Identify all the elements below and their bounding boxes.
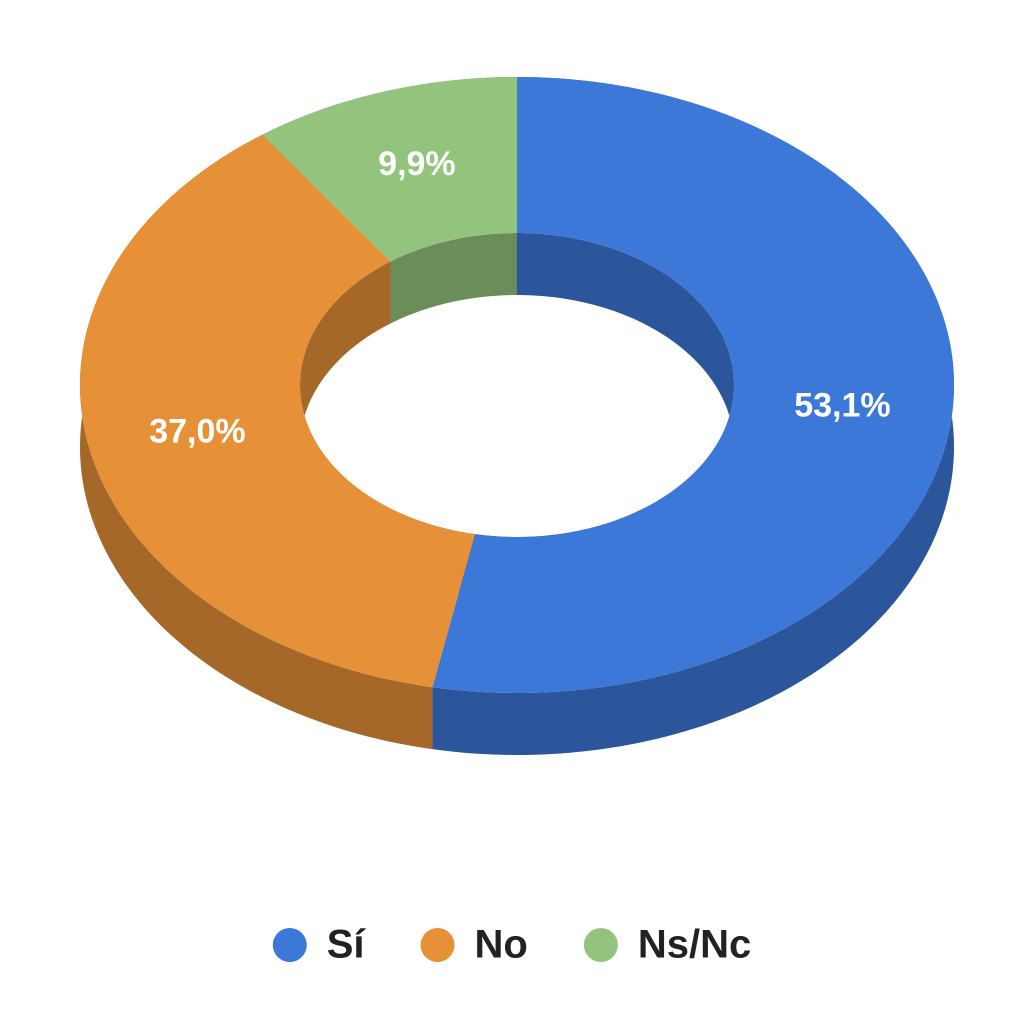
legend-marker — [272, 928, 307, 962]
legend-marker — [583, 928, 618, 962]
slice — [80, 134, 475, 688]
legend-label: No — [475, 923, 528, 967]
slice — [432, 77, 954, 693]
slice-outer-side — [80, 134, 433, 750]
top-layer — [80, 77, 954, 693]
value-label: 37,0% — [149, 413, 245, 451]
legend-marker — [420, 928, 455, 962]
legend: Sí No Ns/Nc — [272, 923, 751, 967]
slice-inner-side — [390, 233, 517, 324]
value-label: 53,1% — [794, 386, 890, 424]
legend-label: Ns/Nc — [638, 923, 751, 967]
label-layer: 53,1% 37,0% 9,9% — [149, 145, 890, 451]
value-label: 9,9% — [378, 145, 456, 183]
slice — [262, 77, 517, 262]
legend-label: Sí — [327, 923, 367, 967]
